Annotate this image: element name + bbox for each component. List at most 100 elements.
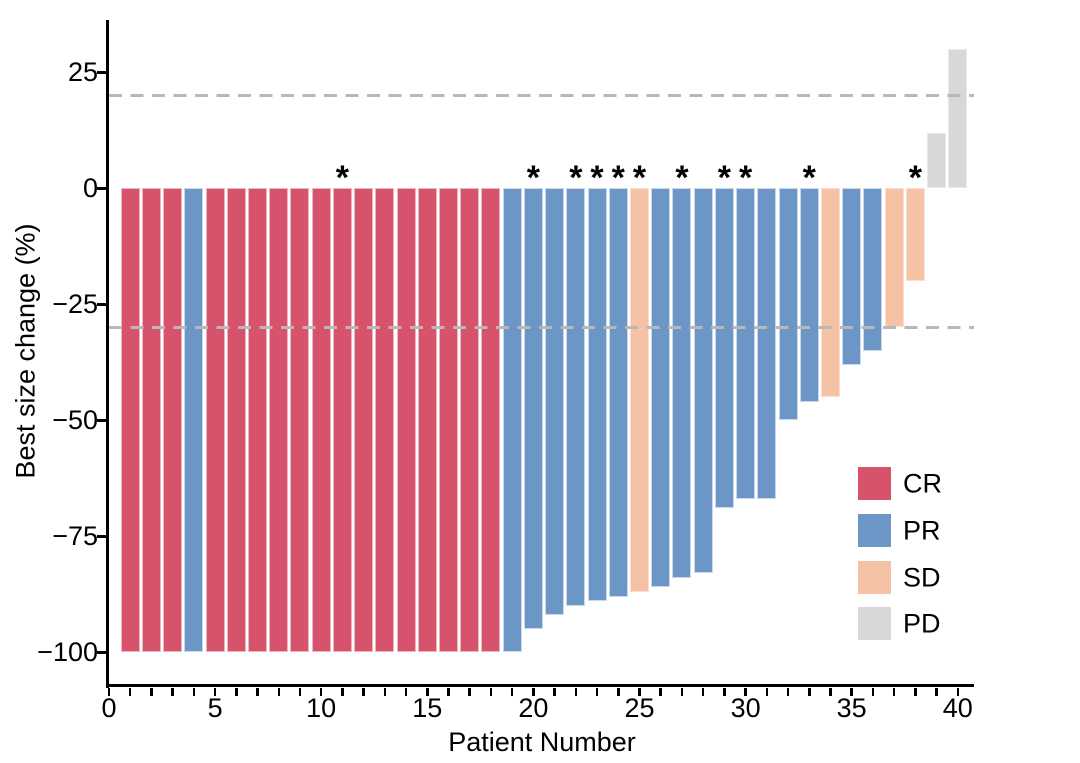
y-tick-label--25: −25 xyxy=(52,288,98,319)
bar-patient-17 xyxy=(460,188,480,653)
y-tick xyxy=(96,418,106,422)
bar-patient-22 xyxy=(566,188,586,606)
x-tick xyxy=(914,687,917,696)
x-tick xyxy=(786,687,790,696)
bar-patient-35 xyxy=(842,188,862,365)
legend-label-sd: SD xyxy=(903,562,941,592)
x-tick xyxy=(256,687,259,696)
x-tick xyxy=(892,687,896,696)
bar-patient-19 xyxy=(502,188,522,653)
x-tick xyxy=(489,687,493,696)
x-tick xyxy=(829,687,832,696)
x-tick xyxy=(362,687,365,696)
bar-patient-23 xyxy=(587,188,607,602)
y-tick-label--50: −50 xyxy=(52,404,98,435)
x-tick xyxy=(659,687,662,696)
x-tick xyxy=(765,687,769,696)
significance-asterisk: * xyxy=(590,159,604,197)
y-tick xyxy=(96,70,106,74)
dashed-threshold-line-lower xyxy=(109,325,974,330)
y-tick xyxy=(96,186,106,190)
x-tick xyxy=(680,687,684,696)
x-tick-label-5: 5 xyxy=(207,693,223,723)
bar-patient-3 xyxy=(163,188,183,653)
y-tick xyxy=(96,534,106,538)
bar-patient-29 xyxy=(714,188,734,509)
bar-patient-16 xyxy=(439,188,459,653)
legend-swatch-pd-icon xyxy=(858,607,891,640)
bar-patient-6 xyxy=(226,188,246,653)
bar-patient-20 xyxy=(523,188,543,630)
x-tick xyxy=(956,687,960,696)
x-tick-label-0: 0 xyxy=(101,693,117,723)
x-tick xyxy=(107,687,111,696)
bar-patient-27 xyxy=(672,188,692,579)
significance-asterisk: * xyxy=(717,159,731,197)
x-tick xyxy=(235,687,238,696)
significance-asterisk: * xyxy=(335,159,350,197)
significance-asterisk: * xyxy=(802,159,816,197)
significance-asterisk: * xyxy=(526,159,541,197)
bar-patient-15 xyxy=(417,188,437,653)
significance-asterisk: * xyxy=(569,159,583,197)
bar-patient-5 xyxy=(205,188,225,653)
bar-patient-14 xyxy=(396,188,416,653)
bar-patient-40 xyxy=(948,49,968,189)
bar-patient-13 xyxy=(375,188,395,653)
x-tick xyxy=(404,687,408,696)
bar-patient-26 xyxy=(651,188,671,588)
x-tick-label-10: 10 xyxy=(306,693,337,723)
bar-patient-24 xyxy=(608,188,628,597)
significance-asterisk: * xyxy=(632,159,647,197)
x-tick xyxy=(510,687,514,696)
bar-patient-9 xyxy=(290,188,310,653)
bar-patient-11 xyxy=(332,188,352,653)
x-tick xyxy=(468,687,471,696)
x-tick xyxy=(213,687,217,696)
significance-asterisk: * xyxy=(675,159,689,197)
bar-patient-1 xyxy=(120,188,140,653)
x-tick xyxy=(128,687,132,696)
bar-patient-10 xyxy=(311,188,331,653)
legend-label-pr: PR xyxy=(903,515,941,545)
bar-patient-7 xyxy=(248,188,268,653)
x-tick xyxy=(277,687,280,696)
bar-patient-12 xyxy=(354,188,374,653)
bar-patient-21 xyxy=(545,188,565,616)
y-tick-label-0: 0 xyxy=(82,172,98,203)
bar-patient-25 xyxy=(630,188,649,592)
bar-patient-2 xyxy=(141,188,161,653)
bar-patient-36 xyxy=(863,188,883,351)
legend-swatch-pr-icon xyxy=(858,514,891,547)
x-tick xyxy=(871,687,875,696)
x-tick xyxy=(935,687,938,696)
legend-swatch-cr-icon xyxy=(858,467,891,500)
y-tick-label-25: 25 xyxy=(67,56,98,87)
bar-patient-37 xyxy=(884,188,904,328)
significance-asterisk: * xyxy=(908,159,922,197)
bar-patient-18 xyxy=(481,188,501,653)
x-tick xyxy=(595,687,599,696)
dashed-threshold-line-upper xyxy=(109,93,974,98)
x-tick xyxy=(447,687,450,696)
x-tick xyxy=(701,687,705,696)
legend-label-pd: PD xyxy=(903,608,941,638)
x-tick xyxy=(617,687,620,696)
x-tick xyxy=(426,687,429,696)
bar-patient-38 xyxy=(905,188,925,282)
bar-patient-8 xyxy=(269,188,289,653)
bar-patient-32 xyxy=(778,188,798,421)
legend-label-cr: CR xyxy=(903,468,942,498)
x-tick-label-35: 35 xyxy=(836,693,867,723)
y-tick-label--100: −100 xyxy=(37,636,98,667)
x-tick xyxy=(574,687,578,696)
x-axis-line xyxy=(105,684,974,688)
y-tick xyxy=(96,302,106,306)
bar-patient-39 xyxy=(927,132,947,189)
bar-patient-30 xyxy=(736,188,756,500)
x-tick xyxy=(744,687,747,696)
x-tick xyxy=(298,687,302,696)
x-tick xyxy=(383,687,387,696)
x-tick xyxy=(808,687,811,696)
x-tick xyxy=(553,687,556,696)
